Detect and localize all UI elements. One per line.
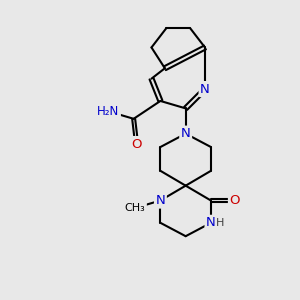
Text: N: N	[200, 82, 210, 96]
Text: CH₃: CH₃	[125, 203, 146, 213]
Text: N: N	[155, 194, 165, 207]
Text: O: O	[131, 138, 142, 151]
Text: O: O	[230, 194, 240, 207]
Text: H₂N: H₂N	[97, 105, 119, 118]
Text: N: N	[181, 127, 190, 140]
Text: H: H	[216, 218, 225, 228]
Text: N: N	[206, 216, 216, 229]
